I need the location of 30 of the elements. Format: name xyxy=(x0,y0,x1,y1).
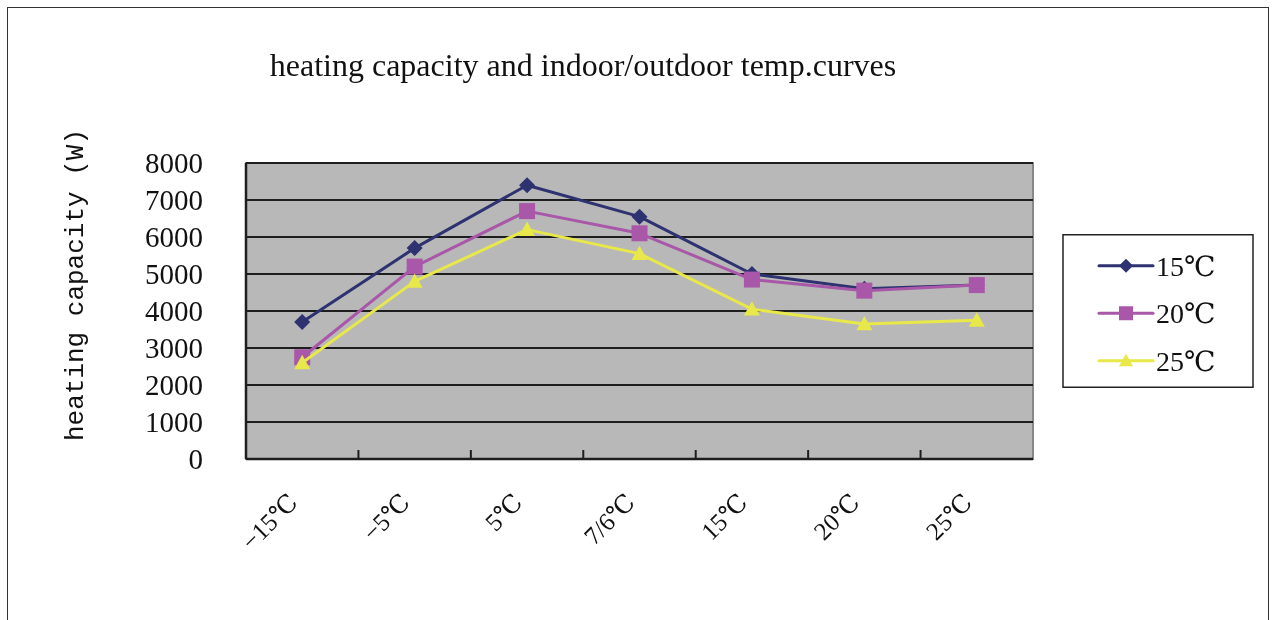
point xyxy=(743,271,760,288)
y-tick-label: 8000 xyxy=(145,147,203,180)
y-axis-title: heating capacity (W) xyxy=(61,128,91,442)
point xyxy=(631,245,648,261)
y-tick-label: 7000 xyxy=(145,184,203,217)
point xyxy=(406,240,423,257)
y-tick-label: 6000 xyxy=(145,221,203,254)
legend-label: 20℃ xyxy=(1156,298,1216,330)
point xyxy=(743,301,760,316)
point xyxy=(406,273,423,288)
point xyxy=(519,203,536,220)
y-tick-label: 3000 xyxy=(145,332,203,365)
point xyxy=(631,225,648,242)
point xyxy=(294,354,311,370)
point xyxy=(519,221,536,236)
chart-title: heating capacity and indoor/outdoor temp.curves xyxy=(269,47,897,83)
legend-label: 15℃ xyxy=(1156,250,1216,282)
y-tick-label: 0 xyxy=(188,443,203,476)
point xyxy=(519,177,536,194)
point xyxy=(631,208,648,225)
point xyxy=(294,314,311,331)
legend-label: 25℃ xyxy=(1156,345,1216,377)
point xyxy=(968,312,985,327)
y-tick-label: 4000 xyxy=(145,295,203,328)
y-tick-label: 5000 xyxy=(145,258,203,291)
y-tick-label: 2000 xyxy=(145,369,203,402)
point xyxy=(406,258,423,275)
point xyxy=(856,315,873,331)
x-tick-label: 5℃ xyxy=(479,488,528,537)
y-tick-label: 1000 xyxy=(145,406,203,439)
